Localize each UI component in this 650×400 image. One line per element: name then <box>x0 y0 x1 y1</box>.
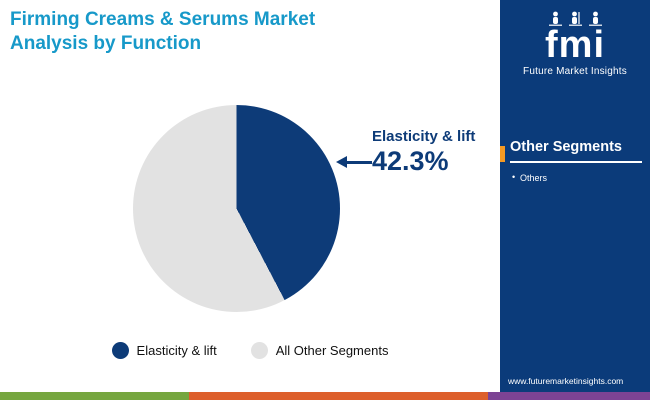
stripe-green <box>0 392 189 400</box>
other-segments-section: Other Segments Others <box>500 139 650 183</box>
legend-swatch-elasticity <box>111 342 129 359</box>
legend-label-elasticity: Elasticity & lift <box>136 343 217 358</box>
pie-chart <box>133 105 340 312</box>
page-title-line1: Firming Creams & Serums Market <box>10 9 316 30</box>
legend-item-elasticity: Elasticity & lift <box>111 342 217 359</box>
pie-callout: Elasticity & lift 42.3% <box>372 128 475 177</box>
stripe-orange <box>188 392 488 400</box>
stripe-purple <box>487 392 650 400</box>
callout-label: Elasticity & lift <box>372 128 476 145</box>
logo-subtitle: Future Market Insights <box>523 66 627 77</box>
legend-label-others: All Other Segments <box>275 343 389 358</box>
callout-arrow-icon <box>336 156 372 168</box>
person-chart-icon <box>588 11 602 26</box>
logo-wordmark: fmi <box>545 24 605 66</box>
list-item: Others <box>510 172 642 183</box>
fmi-logo: fmi Future Market Insights <box>500 10 650 77</box>
legend-item-others: All Other Segments <box>250 342 389 359</box>
person-flag-icon <box>568 11 582 26</box>
sidebar: fmi Future Market Insights Other Segment… <box>500 0 650 392</box>
page-title-line2: Analysis by Function <box>10 32 202 54</box>
legend-swatch-others <box>250 342 268 359</box>
section-divider <box>510 161 642 163</box>
legend: Elasticity & lift All Other Segments <box>0 342 500 359</box>
section-list: Others <box>510 172 642 183</box>
chart-area: Firming Creams & Serums Market Analysis … <box>0 0 500 359</box>
logo-pictogram-icons <box>500 10 650 26</box>
website-url: www.futuremarketinsights.com <box>508 376 624 386</box>
section-title: Other Segments <box>510 139 622 155</box>
bottom-stripe <box>0 392 650 400</box>
sidebar-accent <box>500 146 505 162</box>
person-tool-icon <box>548 11 562 26</box>
callout-value: 42.3% <box>372 146 449 176</box>
page-title: Firming Creams & Serums Market Analysis … <box>0 0 500 56</box>
